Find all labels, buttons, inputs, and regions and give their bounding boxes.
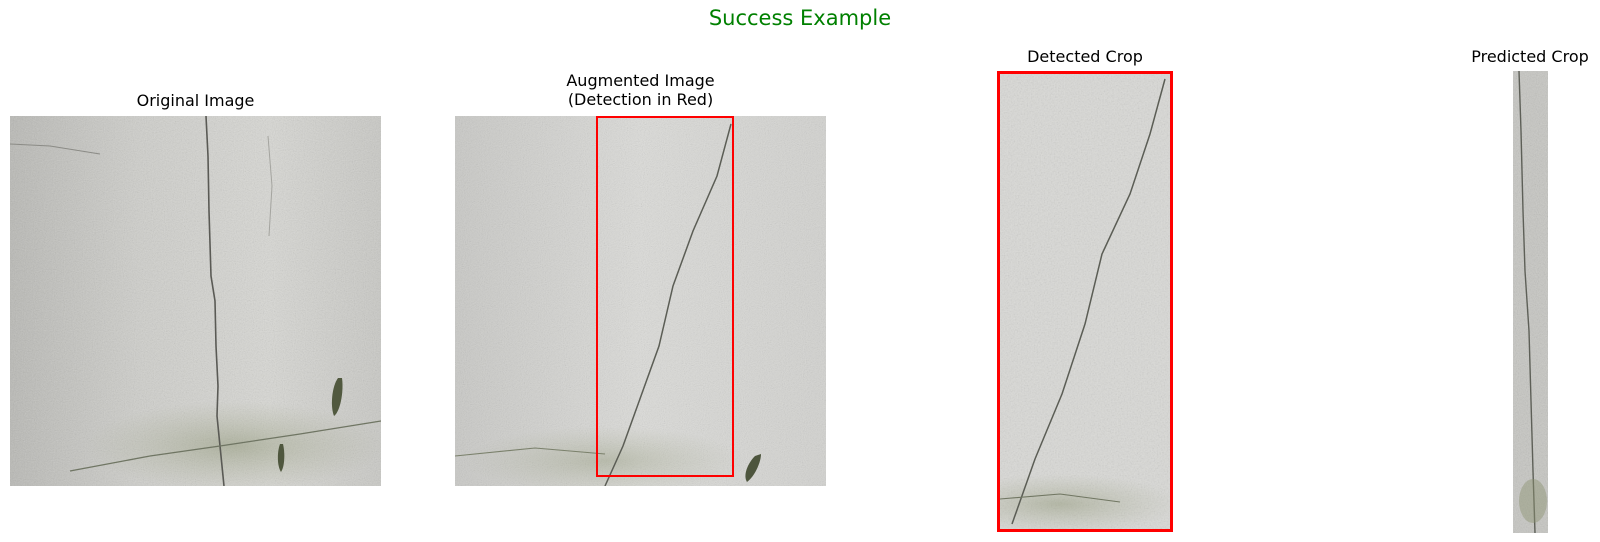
augmented-image-title-line1: Augmented Image xyxy=(566,71,715,90)
detected-crop-title: Detected Crop xyxy=(1027,47,1143,66)
augmented-image xyxy=(455,116,826,486)
figure-title: Success Example xyxy=(708,6,892,30)
original-image xyxy=(10,116,381,486)
original-image-title: Original Image xyxy=(136,91,255,110)
detection-box xyxy=(596,116,734,477)
predicted-crop-image xyxy=(1513,71,1548,533)
detected-crop-image xyxy=(997,71,1173,532)
predicted-crop-title: Predicted Crop xyxy=(1471,47,1589,66)
augmented-image-title: Augmented Image (Detection in Red) xyxy=(455,71,826,109)
augmented-image-title-line2: (Detection in Red) xyxy=(567,90,714,109)
